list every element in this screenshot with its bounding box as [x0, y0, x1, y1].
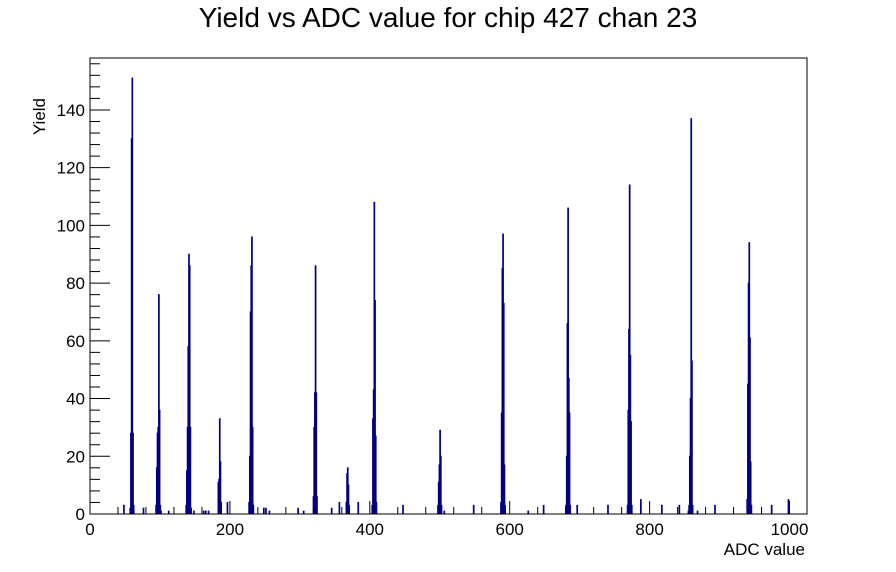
- x-tick-label: 0: [85, 520, 94, 539]
- histogram-bin: [542, 504, 545, 515]
- histogram-bin: [142, 507, 145, 515]
- x-axis-title: ADC value: [724, 540, 805, 559]
- histogram-bin: [607, 504, 609, 515]
- histogram-bin: [315, 392, 318, 515]
- histogram-bin: [189, 426, 192, 515]
- chart-title: Yield vs ADC value for chip 427 chan 23: [198, 2, 698, 33]
- histogram-bin: [678, 504, 681, 515]
- histogram-bin: [640, 499, 642, 515]
- histogram-bin: [569, 504, 572, 515]
- histogram-bin: [251, 426, 254, 515]
- histogram-bin: [348, 504, 351, 515]
- histogram-bin: [402, 504, 404, 515]
- histogram-bin: [132, 432, 134, 515]
- histogram-bin: [691, 504, 694, 515]
- plot-area: 0 200 400 600 800 1000 0 20 40 60 80 100 120 140: [57, 57, 809, 539]
- histogram-bin: [714, 504, 716, 515]
- histogram-bin: [132, 504, 135, 515]
- histogram-bin: [316, 496, 318, 515]
- histogram-bin: [568, 412, 571, 515]
- histogram-bin: [158, 409, 161, 515]
- histogram-bin: [220, 501, 223, 515]
- y-tick-label: 0: [76, 505, 85, 524]
- y-tick-label: 140: [57, 101, 85, 120]
- y-tick-label: 40: [66, 390, 85, 409]
- plot-frame: [89, 57, 808, 515]
- y-tick-label: 60: [66, 332, 85, 351]
- y-tick-label: 20: [66, 447, 85, 466]
- histogram-bin: [338, 501, 341, 515]
- y-tick-label: 80: [66, 274, 85, 293]
- histogram-bin: [262, 507, 265, 515]
- y-tick-label: 100: [57, 216, 85, 235]
- x-tick-label: 200: [216, 520, 244, 539]
- histogram-bin: [661, 504, 663, 515]
- y-axis-title: Yield: [30, 98, 49, 135]
- histogram-bin: [265, 507, 267, 515]
- histogram-bin: [472, 504, 475, 515]
- histogram-bin: [440, 504, 443, 515]
- y-tick-label: 120: [57, 159, 85, 178]
- histogram-bin: [750, 504, 753, 515]
- histogram-bin: [297, 507, 299, 515]
- histogram-bin: [123, 504, 125, 515]
- histogram-bin: [226, 501, 229, 515]
- histogram-bin: [770, 504, 773, 515]
- x-tick-label: 800: [635, 520, 663, 539]
- x-tick-label: 400: [356, 520, 384, 539]
- histogram-bin: [357, 501, 360, 515]
- histogram-bin: [375, 501, 378, 515]
- histogram-bin: [504, 504, 507, 515]
- histogram-bin: [190, 507, 192, 515]
- histogram-bin: [252, 504, 255, 515]
- histogram-bin: [576, 504, 579, 515]
- x-tick-label: 1000: [771, 520, 809, 539]
- histogram-bin: [787, 499, 790, 515]
- histogram-bin: [330, 507, 333, 515]
- x-tick-label: 600: [496, 520, 524, 539]
- histogram-bin: [691, 360, 693, 515]
- histogram-bin: [630, 421, 632, 515]
- histogram-bin: [630, 504, 633, 515]
